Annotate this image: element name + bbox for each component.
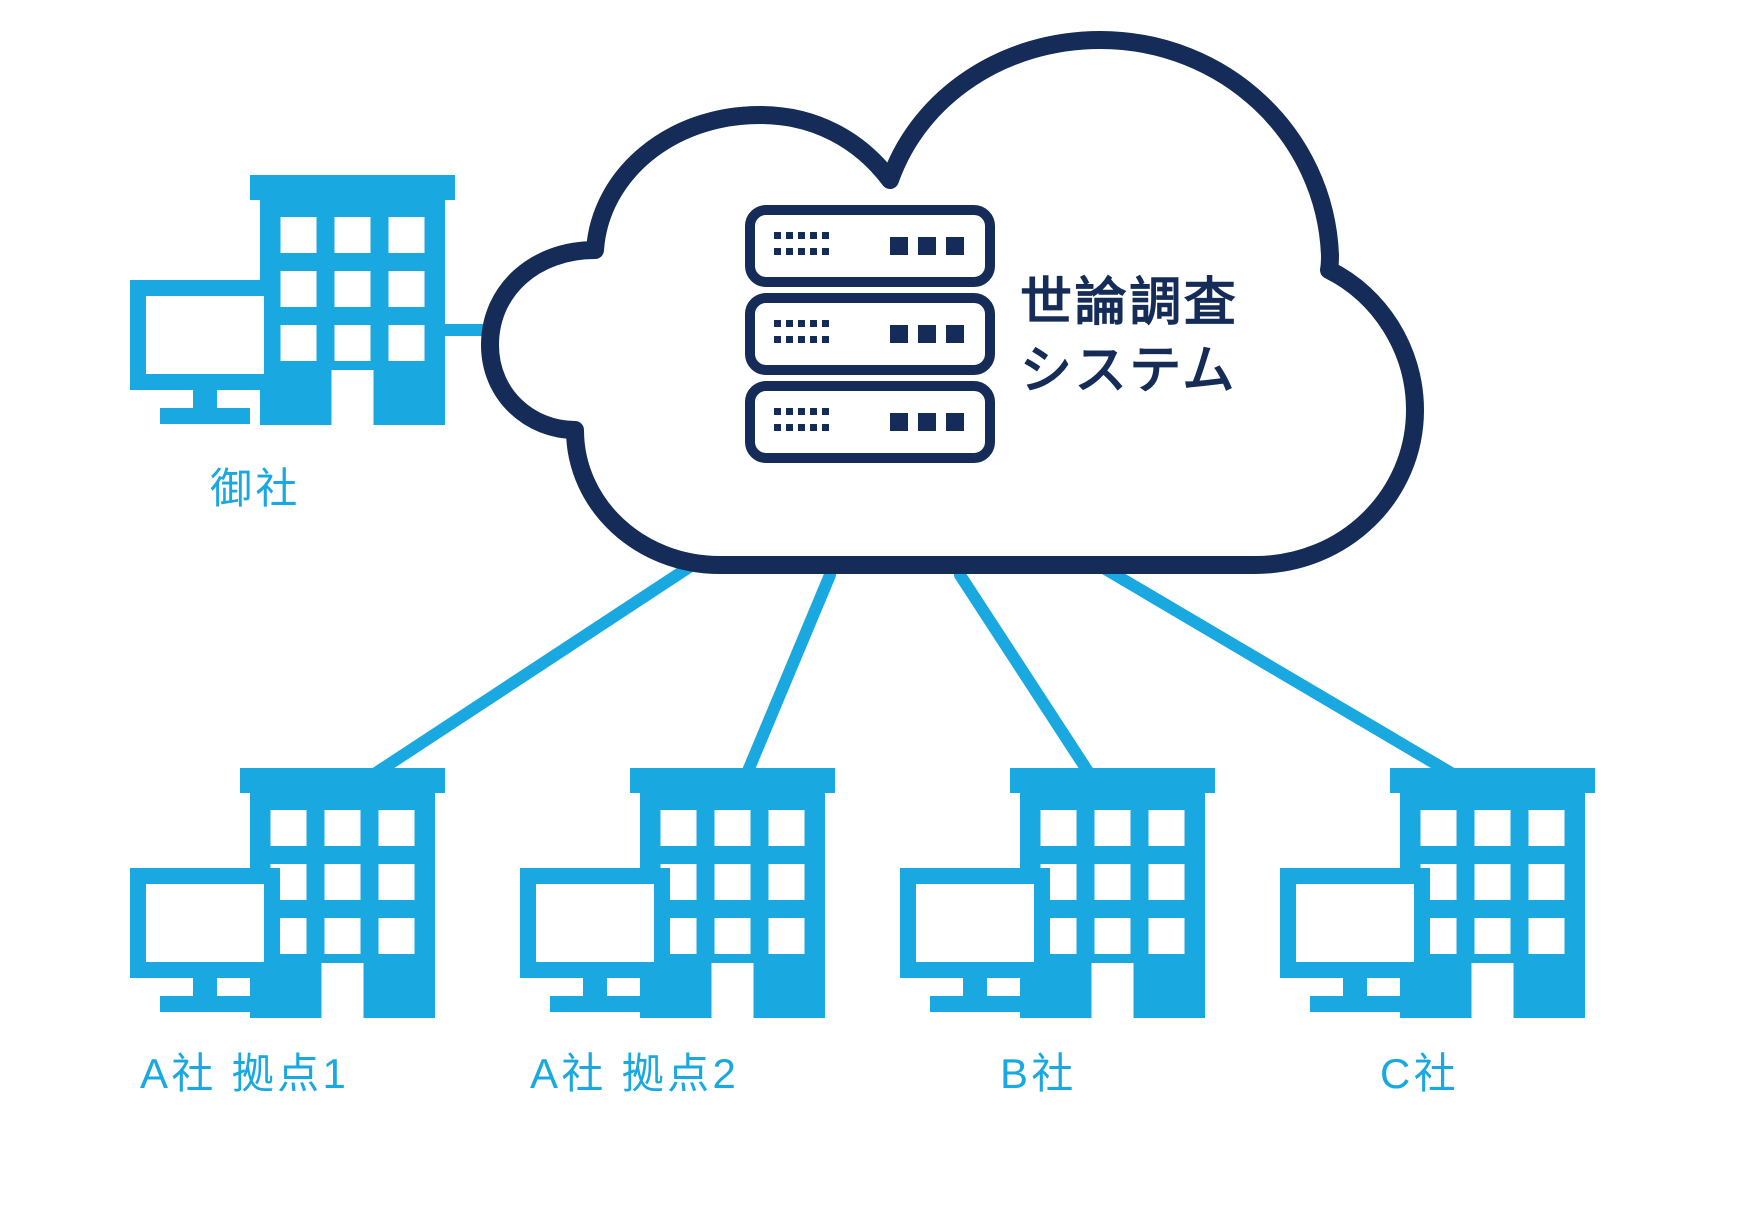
cloud-label-line1: 世論調査	[1020, 274, 1238, 332]
your-company-building-icon	[250, 175, 455, 425]
cloud-label-line2: システム	[1020, 342, 1237, 400]
company-b-label: B社	[1000, 1040, 1077, 1101]
company-a-site-2-label: A社 拠点2	[530, 1040, 739, 1101]
company-c-label: C社	[1380, 1040, 1459, 1101]
server-rack-icon	[750, 210, 990, 458]
cloud-system-label: 世論調査 システム	[1020, 270, 1238, 405]
your-company-label: 御社	[210, 455, 301, 516]
your-company-monitor-icon	[130, 280, 280, 424]
company-a-site-1-label: A社 拠点1	[140, 1040, 349, 1101]
diagram-root: 世論調査 システム 御社 A社 拠点1 A社 拠点2 B社 C社	[0, 0, 1758, 1209]
diagram-svg	[0, 0, 1758, 1209]
